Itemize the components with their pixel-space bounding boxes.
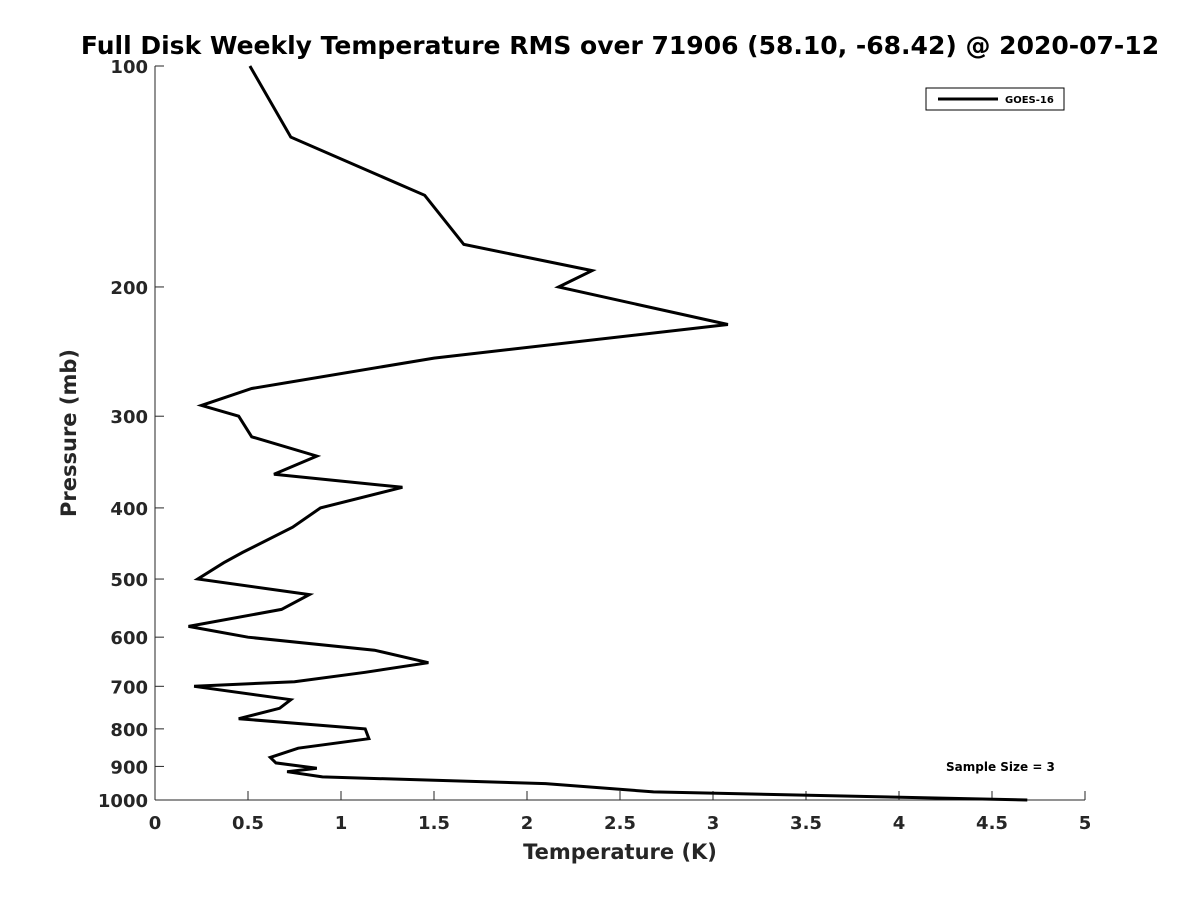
x-tick-label: 4.5 xyxy=(976,813,1008,834)
y-tick-label: 900 xyxy=(110,757,148,778)
sample-size-annotation: Sample Size = 3 xyxy=(946,760,1055,774)
x-tick-label: 0.5 xyxy=(232,813,264,834)
x-axis-label: Temperature (K) xyxy=(523,840,717,864)
x-tick-label: 2 xyxy=(521,813,534,834)
x-ticks: 0 0.5 1 1.5 2 2.5 3 3.5 4 4.5 5 xyxy=(149,791,1092,834)
x-tick-label: 3 xyxy=(707,813,720,834)
y-tick-label: 200 xyxy=(110,278,148,299)
x-tick-label: 2.5 xyxy=(604,813,636,834)
y-tick-label: 1000 xyxy=(98,791,148,812)
x-tick-label: 1 xyxy=(335,813,348,834)
y-tick-label: 100 xyxy=(110,57,148,78)
x-tick-label: 1.5 xyxy=(418,813,450,834)
y-ticks: 100 200 300 400 500 600 700 800 900 1000 xyxy=(98,57,164,812)
y-tick-label: 300 xyxy=(110,407,148,428)
x-tick-label: 4 xyxy=(893,813,906,834)
x-tick-label: 3.5 xyxy=(790,813,822,834)
series-line-goes-16 xyxy=(188,65,1028,802)
y-tick-label: 700 xyxy=(110,677,148,698)
legend: GOES-16 xyxy=(925,87,1065,111)
chart-title: Full Disk Weekly Temperature RMS over 71… xyxy=(81,31,1159,60)
y-tick-label: 800 xyxy=(110,720,148,741)
legend-label: GOES-16 xyxy=(1005,95,1054,106)
x-tick-label: 0 xyxy=(149,813,162,834)
y-axis-label: Pressure (mb) xyxy=(57,349,81,517)
y-tick-label: 500 xyxy=(110,570,148,591)
x-tick-label: 5 xyxy=(1079,813,1092,834)
y-tick-label: 400 xyxy=(110,499,148,520)
y-tick-label: 600 xyxy=(110,628,148,649)
